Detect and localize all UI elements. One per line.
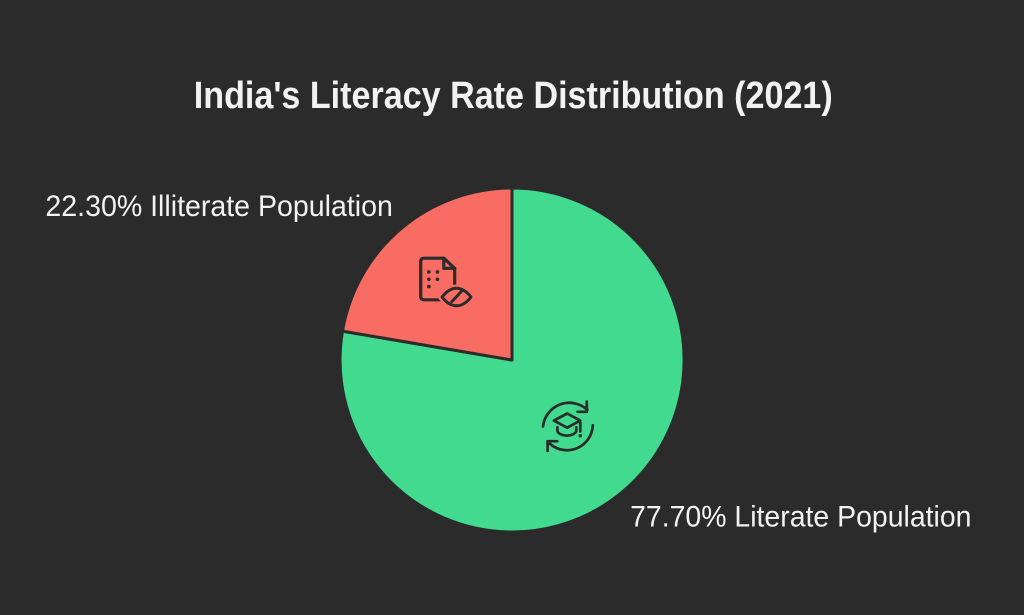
svg-text:India's Literacy Rate Distribu: India's Literacy Rate Distribution (2021…	[194, 73, 833, 116]
svg-text:77.70% Literate Population: 77.70% Literate Population	[630, 501, 971, 534]
svg-text:22.30% Illiterate Population: 22.30% Illiterate Population	[45, 189, 392, 223]
